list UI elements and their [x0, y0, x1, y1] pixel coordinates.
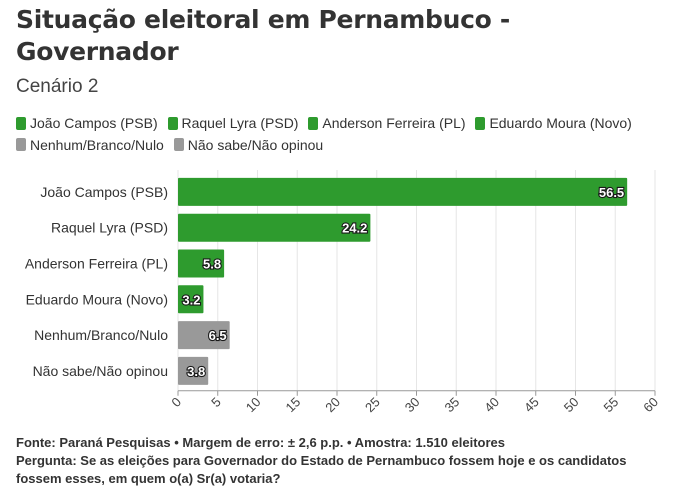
- data-label: 3.2: [182, 292, 200, 307]
- bar: [178, 249, 225, 278]
- x-tick-label: 0: [168, 394, 184, 410]
- legend-swatch: [16, 138, 26, 151]
- bar: [178, 321, 230, 350]
- category-label: Não sabe/Não opinou: [33, 363, 168, 379]
- chart-footer: Fonte: Paraná Pesquisas • Margem de erro…: [16, 434, 666, 488]
- legend-swatch: [16, 116, 26, 130]
- bar: [178, 356, 209, 385]
- legend-label: Não sabe/Não opinou: [187, 136, 324, 153]
- legend-item: João Campos (PSB): [16, 113, 158, 133]
- data-label: 6.5: [209, 328, 227, 343]
- legend-item: Eduardo Moura (Novo): [475, 113, 632, 133]
- chart-subtitle: Cenário 2: [16, 76, 99, 97]
- x-tick-label: 40: [481, 394, 502, 415]
- legend-swatch: [308, 116, 319, 130]
- legend-label: Anderson Ferreira (PL): [322, 115, 466, 131]
- category-label: Raquel Lyra (PSD): [51, 220, 168, 236]
- category-label: Anderson Ferreira (PL): [25, 256, 168, 272]
- x-tick-label: 50: [561, 394, 582, 415]
- x-tick-label: 15: [283, 394, 304, 415]
- x-tick-label: 55: [601, 394, 622, 415]
- x-tick-label: 20: [322, 394, 343, 415]
- legend-item: Anderson Ferreira (PL): [308, 113, 466, 133]
- legend-swatch: [173, 138, 184, 151]
- legend-item: Não sabe/Não opinou: [173, 135, 324, 155]
- legend-label: Eduardo Moura (Novo): [489, 115, 632, 131]
- legend-label: Raquel Lyra (PSD): [181, 115, 299, 131]
- category-label: João Campos (PSB): [40, 184, 168, 200]
- category-label: Nenhum/Branco/Nulo: [34, 327, 168, 343]
- source-note: Fonte: Paraná Pesquisas • Margem de erro…: [16, 435, 505, 450]
- x-tick-label: 60: [640, 394, 661, 415]
- legend-item: Nenhum/Branco/Nulo: [16, 135, 164, 155]
- legend-swatch: [167, 116, 178, 130]
- x-tick-label: 10: [243, 394, 264, 415]
- question-note: Pergunta: Se as eleições para Governador…: [16, 453, 627, 486]
- x-tick-label: 35: [442, 394, 463, 415]
- x-tick-label: 5: [208, 394, 224, 410]
- bar: [178, 285, 204, 314]
- data-label: 5.8: [203, 257, 221, 272]
- bar: [178, 177, 628, 206]
- data-label: 56.5: [599, 185, 624, 200]
- bar: [178, 213, 371, 242]
- legend-swatch: [475, 116, 486, 130]
- x-tick-label: 25: [362, 394, 383, 415]
- legend-item: Raquel Lyra (PSD): [167, 113, 299, 133]
- chart-title: Situação eleitoral em Pernambuco - Gover…: [16, 5, 511, 66]
- category-label: Eduardo Moura (Novo): [26, 291, 168, 307]
- data-label: 3.8: [187, 364, 205, 379]
- legend-label: João Campos (PSB): [30, 115, 158, 131]
- x-tick-label: 30: [402, 394, 423, 415]
- legend-label: Nenhum/Branco/Nulo: [30, 136, 164, 153]
- data-label: 24.2: [342, 221, 367, 236]
- x-tick-label: 45: [521, 394, 542, 415]
- legend: João Campos (PSB) Raquel Lyra (PSD) Ande…: [16, 113, 666, 156]
- bar-chart: 0 5 10 15 20 25 30 35 40 45 50 55 60 João Campos (PSB…: [25, 170, 661, 415]
